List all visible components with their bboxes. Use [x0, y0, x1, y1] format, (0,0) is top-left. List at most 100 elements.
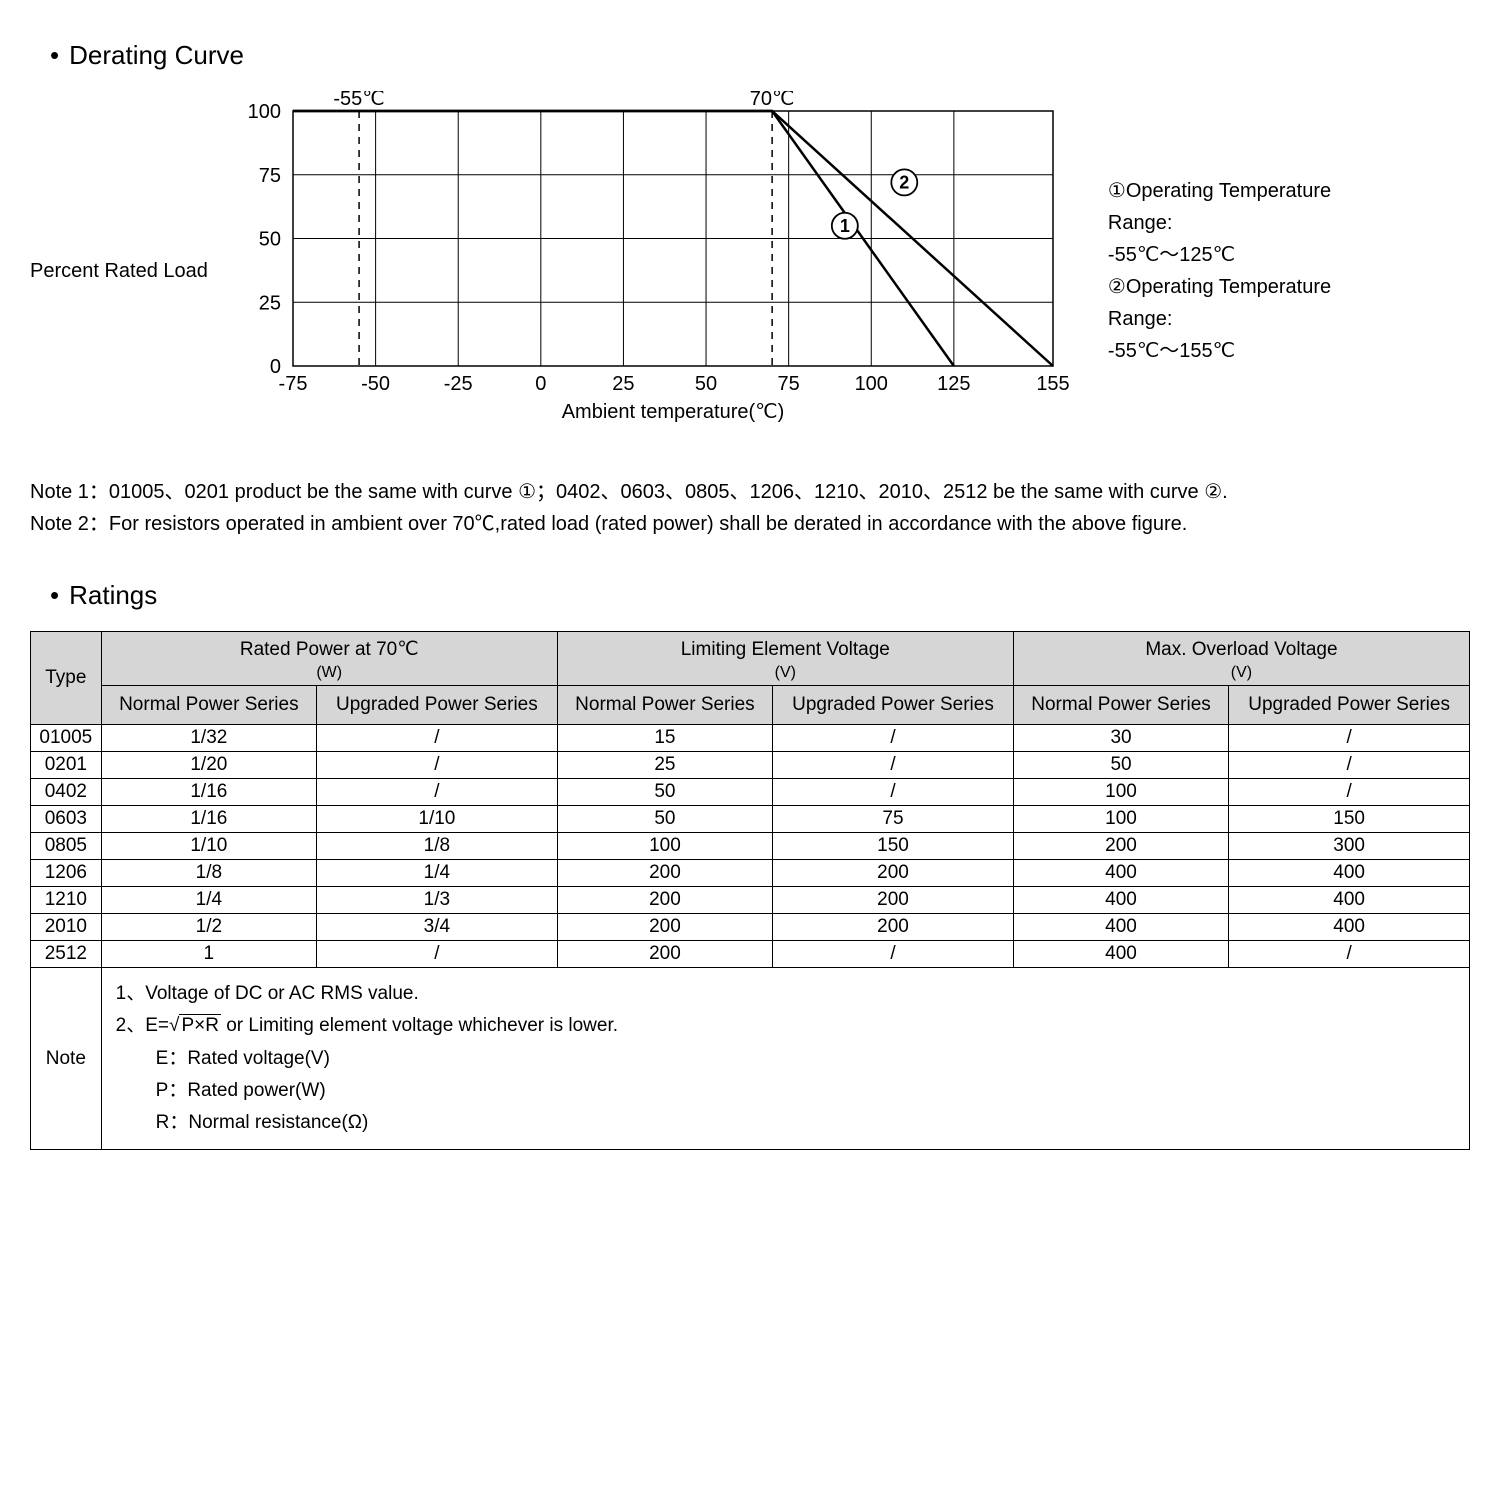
svg-text:-50: -50	[361, 373, 390, 395]
table-cell: /	[773, 752, 1014, 779]
table-cell: 1/3	[317, 887, 558, 914]
note-fragment: 2、E=	[116, 1015, 169, 1036]
table-cell: 1/16	[101, 806, 316, 833]
table-cell: 25	[557, 752, 772, 779]
table-cell: 0402	[31, 779, 102, 806]
svg-text:100: 100	[248, 101, 281, 123]
section-title-ratings: Ratings	[50, 580, 1470, 611]
table-cell: /	[317, 725, 558, 752]
table-cell: 300	[1229, 833, 1470, 860]
table-cell: 1/20	[101, 752, 316, 779]
table-cell: 15	[557, 725, 772, 752]
table-row: 06031/161/105075100150	[31, 806, 1470, 833]
table-cell: /	[773, 725, 1014, 752]
th-rated-power: Rated Power at 70℃ (W)	[101, 632, 557, 686]
table-cell: 100	[1013, 779, 1228, 806]
table-cell: 400	[1013, 860, 1228, 887]
note-text: P：Rated power(W)	[116, 1075, 1455, 1107]
th-text: Max. Overload Voltage	[1145, 639, 1337, 660]
table-row: 08051/101/8100150200300	[31, 833, 1470, 860]
svg-text:25: 25	[612, 373, 634, 395]
table-cell: 400	[1229, 887, 1470, 914]
th-np: Normal Power Series	[101, 686, 316, 725]
table-cell: 400	[1013, 914, 1228, 941]
table-cell: 1/10	[317, 806, 558, 833]
svg-text:125: 125	[937, 373, 970, 395]
table-cell: 01005	[31, 725, 102, 752]
table-cell: 400	[1013, 887, 1228, 914]
table-cell: 100	[1013, 806, 1228, 833]
note-cell: 1、Voltage of DC or AC RMS value. 2、E=√P×…	[101, 968, 1469, 1150]
table-cell: /	[317, 779, 558, 806]
table-cell: 0201	[31, 752, 102, 779]
table-cell: 1/10	[101, 833, 316, 860]
table-row: 20101/23/4200200400400	[31, 914, 1470, 941]
table-cell: /	[1229, 752, 1470, 779]
svg-text:0: 0	[270, 356, 281, 378]
section-title-derating: Derating Curve	[50, 40, 1470, 71]
table-cell: 50	[1013, 752, 1228, 779]
svg-text:25: 25	[259, 292, 281, 314]
legend-line: ①Operating Temperature Range:	[1108, 175, 1358, 239]
svg-text:50: 50	[259, 229, 281, 251]
th-up: Upgraded Power Series	[1229, 686, 1470, 725]
table-cell: 150	[773, 833, 1014, 860]
svg-text:-25: -25	[444, 373, 473, 395]
note-text: 1、Voltage of DC or AC RMS value.	[116, 978, 1455, 1010]
note-text: 2、E=√P×R or Limiting element voltage whi…	[116, 1010, 1455, 1042]
table-cell: 200	[773, 914, 1014, 941]
table-row: 02011/20/25/50/	[31, 752, 1470, 779]
chart-row: Percent Rated Load -75-50-25025507510012…	[30, 91, 1470, 451]
th-text: Rated Power at 70℃	[240, 639, 419, 660]
svg-text:70℃: 70℃	[750, 91, 795, 110]
table-cell: 1/32	[101, 725, 316, 752]
svg-text:-55℃: -55℃	[333, 91, 384, 110]
table-cell: 400	[1013, 941, 1228, 968]
table-cell: 1/8	[317, 833, 558, 860]
chart-legend: ①Operating Temperature Range: -55℃～125℃ …	[1108, 175, 1358, 367]
table-cell: /	[317, 941, 558, 968]
table-cell: /	[1229, 725, 1470, 752]
table-cell: 1	[101, 941, 316, 968]
legend-line: -55℃～125℃	[1108, 239, 1358, 271]
table-cell: 1/4	[101, 887, 316, 914]
th-unit: (V)	[775, 664, 796, 681]
th-lev: Limiting Element Voltage (V)	[557, 632, 1013, 686]
th-unit: (W)	[316, 664, 342, 681]
table-cell: 150	[1229, 806, 1470, 833]
note-line: Note 1：01005、0201 product be the same wi…	[30, 476, 1470, 508]
note-text: R：Normal resistance(Ω)	[116, 1107, 1455, 1139]
th-up: Upgraded Power Series	[773, 686, 1014, 725]
table-cell: 2010	[31, 914, 102, 941]
svg-text:0: 0	[535, 373, 546, 395]
legend-line: ②Operating Temperature Range:	[1108, 271, 1358, 335]
svg-text:Ambient temperature(℃): Ambient temperature(℃)	[562, 401, 785, 423]
th-np: Normal Power Series	[1013, 686, 1228, 725]
note-fragment: or Limiting element voltage whichever is…	[221, 1015, 618, 1036]
note-label-cell: Note	[31, 968, 102, 1150]
th-up: Upgraded Power Series	[317, 686, 558, 725]
table-cell: /	[773, 941, 1014, 968]
table-cell: 1206	[31, 860, 102, 887]
table-cell: 30	[1013, 725, 1228, 752]
table-cell: 200	[557, 941, 772, 968]
table-cell: 200	[557, 860, 772, 887]
svg-text:-75: -75	[278, 373, 307, 395]
th-np: Normal Power Series	[557, 686, 772, 725]
table-cell: /	[1229, 779, 1470, 806]
th-text: Limiting Element Voltage	[681, 639, 890, 660]
table-cell: 1/4	[317, 860, 558, 887]
table-cell: 200	[1013, 833, 1228, 860]
table-cell: 50	[557, 779, 772, 806]
chart-ylabel: Percent Rated Load	[30, 260, 208, 283]
chart-notes: Note 1：01005、0201 product be the same wi…	[30, 476, 1470, 540]
sqrt-icon: √	[169, 1015, 179, 1036]
svg-text:50: 50	[695, 373, 717, 395]
table-cell: 0805	[31, 833, 102, 860]
table-cell: /	[1229, 941, 1470, 968]
table-row: 12101/41/3200200400400	[31, 887, 1470, 914]
table-cell: 200	[557, 914, 772, 941]
table-cell: 100	[557, 833, 772, 860]
table-cell: 400	[1229, 914, 1470, 941]
th-unit: (V)	[1231, 664, 1252, 681]
